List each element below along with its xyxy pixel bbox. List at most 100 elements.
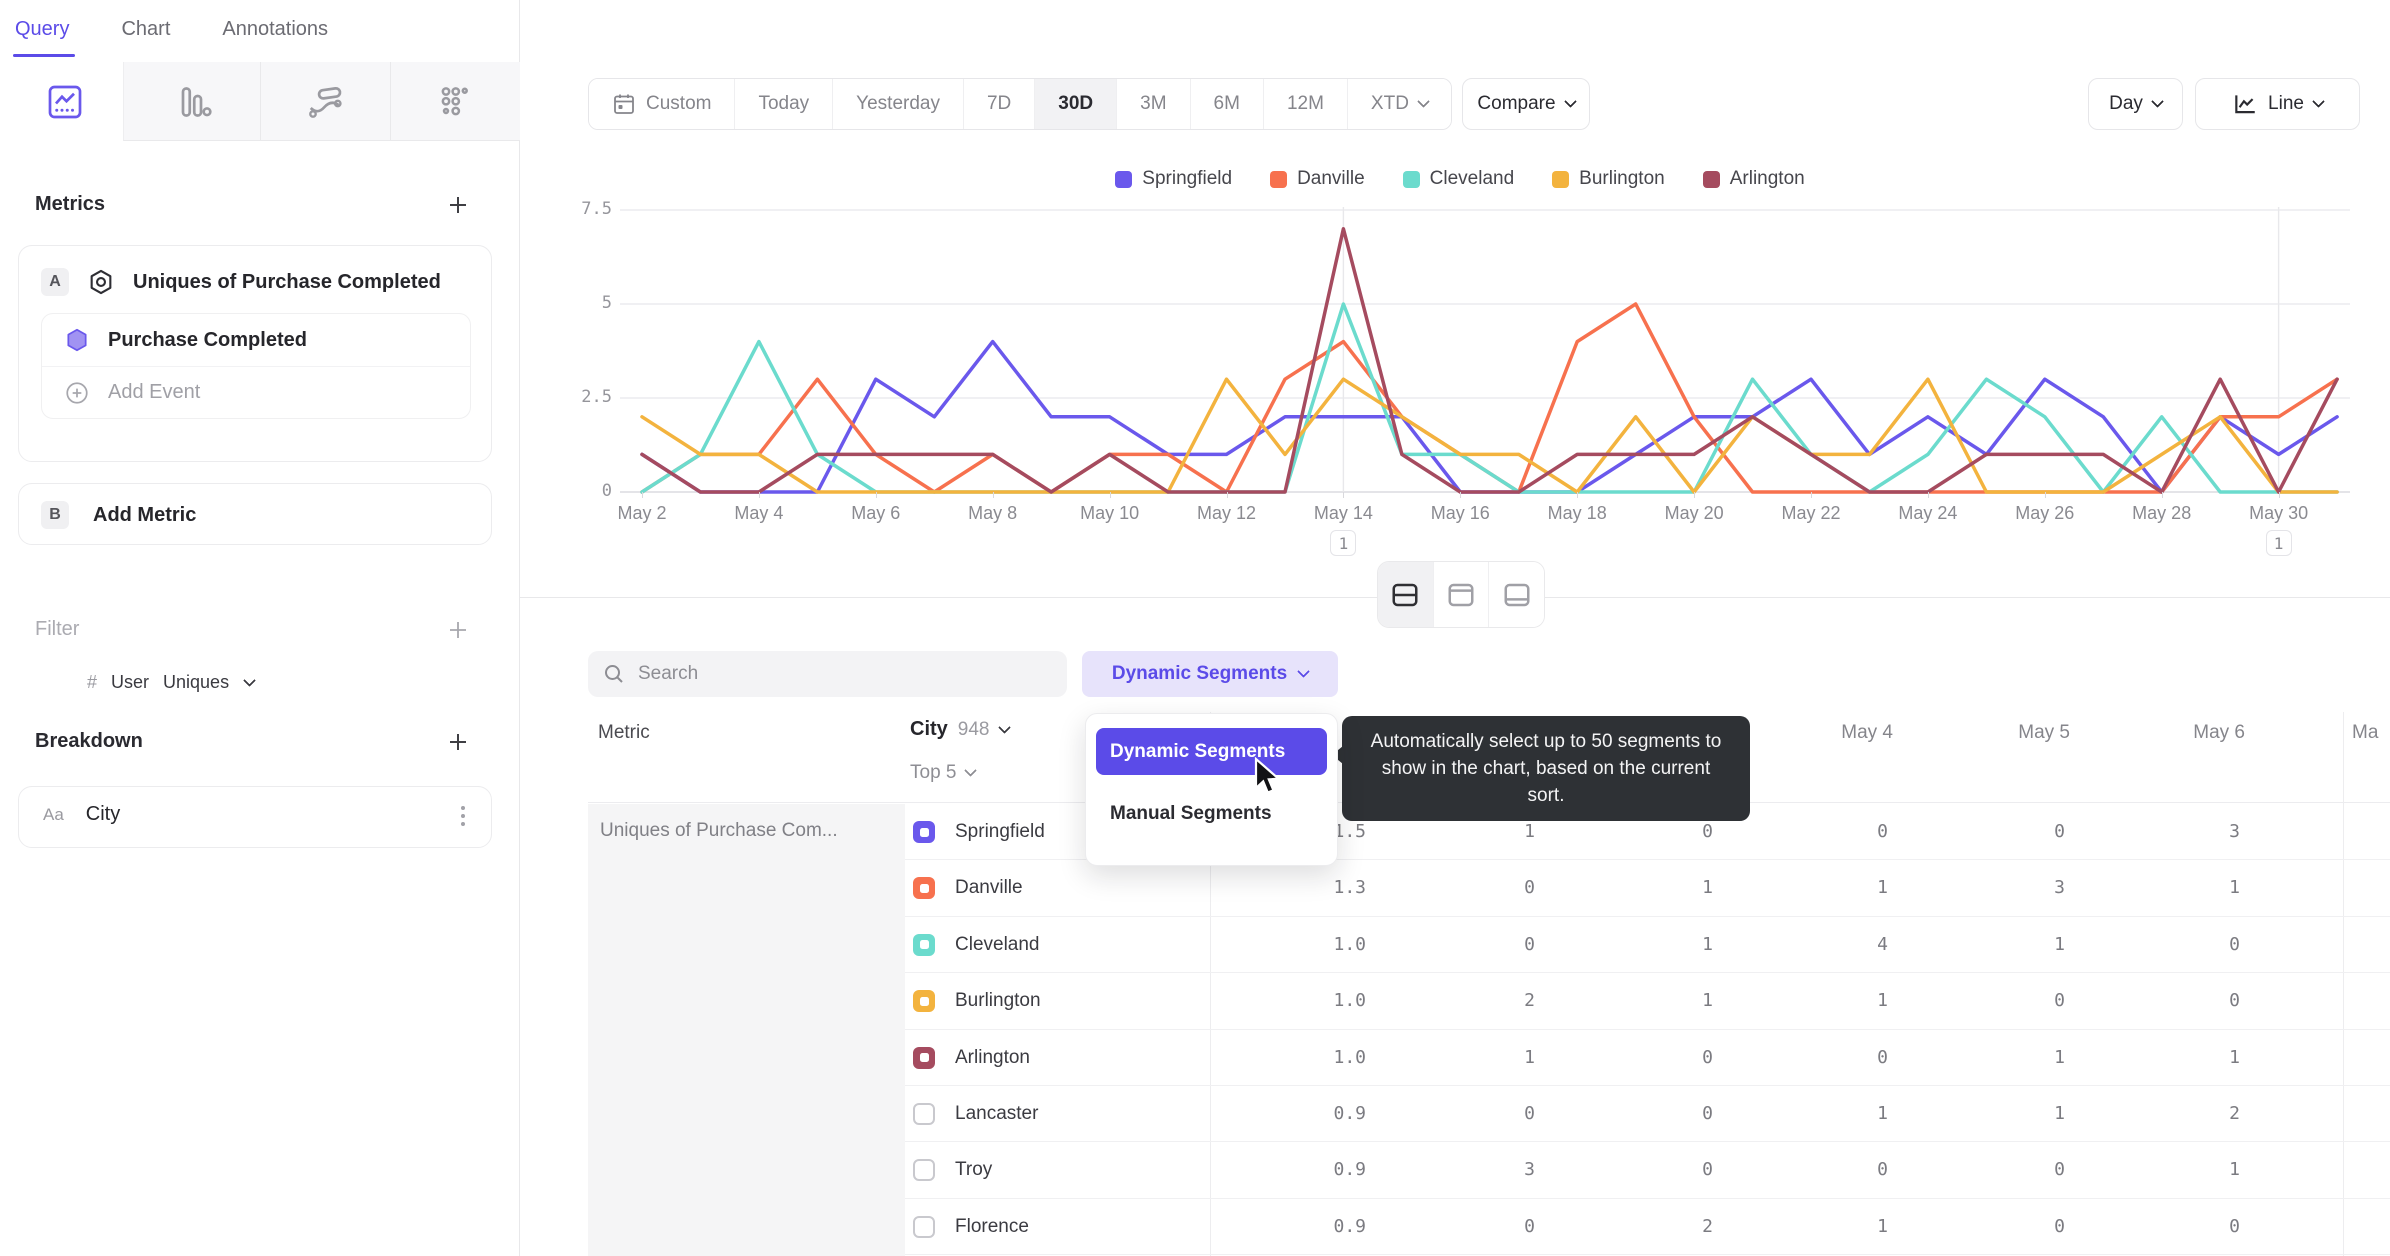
date-range-custom[interactable]: Custom <box>589 79 735 129</box>
chart-type-tab-stream-chart-icon[interactable] <box>307 84 343 120</box>
checkbox-dot <box>919 1053 929 1063</box>
segments-mode-label: Dynamic Segments <box>1111 663 1288 684</box>
segment-checkbox[interactable] <box>913 990 935 1013</box>
date-range-12m[interactable]: 12M <box>1262 79 1347 129</box>
segment-name: Florence <box>955 1215 1029 1237</box>
chevron-down-icon <box>243 673 256 687</box>
interval-button[interactable]: Day <box>2088 78 2183 130</box>
add-filter-plus-icon[interactable] <box>446 618 470 642</box>
legend-label: Burlington <box>1579 168 1665 189</box>
tab-query[interactable]: Query <box>15 18 70 40</box>
segment-checkbox[interactable] <box>913 1215 935 1238</box>
breakdown-title: Breakdown <box>35 730 143 752</box>
chevron-down-icon <box>2312 95 2325 108</box>
segment-value: 1 <box>1877 877 1888 899</box>
group-by-header[interactable]: City 948 <box>910 718 1011 741</box>
metric-a-card: A Uniques of Purchase Completed Purchase… <box>18 245 492 692</box>
segment-value: 2 <box>1524 990 1535 1012</box>
metric-a-name[interactable]: Uniques of Purchase Completed <box>133 270 441 293</box>
segment-checkbox[interactable] <box>913 1102 935 1125</box>
date-range-30d[interactable]: 30D <box>1034 79 1117 129</box>
segment-value: 1 <box>1524 1046 1535 1068</box>
kebab-menu-icon[interactable] <box>457 802 469 830</box>
search-input[interactable] <box>638 663 1053 685</box>
chart-type-tab-line-chart-icon[interactable] <box>47 84 83 120</box>
divider <box>1210 712 1211 1256</box>
menu-item-dynamic-segments[interactable]: Dynamic Segments <box>1096 728 1327 775</box>
table-row-florence: Florence 0.9 0 2 1 0 0 <box>905 1199 2390 1256</box>
annotation-badge[interactable]: 1 <box>1330 530 1357 556</box>
date-range-7d[interactable]: 7D <box>962 79 1035 129</box>
split-horizontal-icon <box>1392 583 1418 606</box>
legend-item-danville[interactable]: Danville <box>1270 168 1365 190</box>
checkbox-dot <box>919 940 929 950</box>
segment-average: 1.5 <box>1333 821 1366 842</box>
segment-average: 1.0 <box>1333 990 1366 1012</box>
tab-chart[interactable]: Chart <box>121 18 171 40</box>
line-chart: 0 2.5 5 7.5 May 2 May 4 May 6 May 8 May 10 May 12… <box>560 195 2360 575</box>
date-range-yesterday[interactable]: Yesterday <box>832 79 963 129</box>
event-row[interactable]: Purchase Completed <box>42 314 470 366</box>
segment-name: Danville <box>955 877 1023 899</box>
layout-toggle-panel-bottom-icon[interactable] <box>1488 562 1544 627</box>
segment-checkbox[interactable] <box>913 1046 935 1069</box>
measure-row[interactable]: # User Uniques <box>87 672 256 693</box>
date-range-label: XTD <box>1370 93 1409 114</box>
segment-value: 0 <box>2054 821 2065 842</box>
chart-type-tab-dots-grid-icon[interactable] <box>437 84 473 120</box>
segment-value: 1 <box>1702 877 1713 899</box>
group-name: City <box>910 718 948 740</box>
metric-row-label: Uniques of Purchase Com... <box>588 804 905 1256</box>
segment-value: 4 <box>1877 933 1888 955</box>
active-tab-underline <box>13 54 75 57</box>
breakdown-city-card[interactable]: Aa City <box>18 786 492 848</box>
date-range-label: 30D <box>1058 93 1094 114</box>
date-range-today[interactable]: Today <box>734 79 833 129</box>
compare-button[interactable]: Compare <box>1462 78 1590 130</box>
legend-item-burlington[interactable]: Burlington <box>1552 168 1665 190</box>
table-row-troy: Troy 0.9 3 0 0 0 1 <box>905 1142 2390 1199</box>
mouse-cursor <box>1250 756 1284 802</box>
metric-b-badge: B <box>41 501 69 529</box>
date-range-6m[interactable]: 6M <box>1189 79 1263 129</box>
segment-checkbox[interactable] <box>913 821 935 843</box>
segments-mode-button[interactable]: Dynamic Segments <box>1082 651 1338 697</box>
top-n-selector[interactable]: Top 5 <box>910 762 978 784</box>
metric-b-card[interactable]: B Add Metric <box>18 483 492 545</box>
add-breakdown-plus-icon[interactable] <box>446 730 470 754</box>
series-line-burlington <box>640 377 2339 494</box>
add-metric-label: Add Metric <box>93 503 197 526</box>
tab-annotations[interactable]: Annotations <box>222 18 329 40</box>
table-row-springfield: Springfield 1.5 1 0 0 0 3 <box>905 804 2390 861</box>
table-row-burlington: Burlington 1.0 2 1 1 0 0 <box>905 973 2390 1030</box>
segment-average: 0.9 <box>1333 1159 1366 1181</box>
hexagon-target-icon <box>87 268 115 296</box>
chart-style-button[interactable]: Line <box>2195 78 2360 130</box>
segment-average: 0.9 <box>1333 1102 1366 1124</box>
segment-checkbox[interactable] <box>913 933 935 956</box>
x-axis-label: May 2 <box>617 503 667 523</box>
menu-item-manual-segments[interactable]: Manual Segments <box>1110 803 1272 824</box>
segment-checkbox[interactable] <box>913 1159 935 1182</box>
segment-value: 0 <box>2229 990 2240 1012</box>
segments-mode-dropdown: Dynamic Segments Manual Segments <box>1085 713 1338 866</box>
series-line-arlington <box>640 227 2339 494</box>
date-range-xtd[interactable]: XTD <box>1346 79 1451 129</box>
legend-item-cleveland[interactable]: Cleveland <box>1402 168 1514 190</box>
layout-toggle-split-horizontal-icon[interactable] <box>1378 562 1433 627</box>
add-event-row[interactable]: Add Event <box>42 366 470 418</box>
panel-top-icon <box>1448 583 1474 606</box>
legend-item-arlington[interactable]: Arlington <box>1702 168 1805 190</box>
segment-value: 1 <box>1702 933 1713 955</box>
legend-item-springfield[interactable]: Springfield <box>1115 168 1232 190</box>
date-range-3m[interactable]: 3M <box>1116 79 1190 129</box>
annotation-badge[interactable]: 1 <box>2265 530 2292 556</box>
date-range-label: Custom <box>646 93 712 114</box>
metric-a-events: Purchase Completed Add Event <box>41 313 471 419</box>
segment-value: 0 <box>1877 821 1888 842</box>
segment-checkbox[interactable] <box>913 877 935 900</box>
chart-type-tab-bar-chart-icon[interactable] <box>177 84 213 120</box>
tooltip-text: Automatically select up to 50 segments t… <box>1370 731 1722 806</box>
layout-toggle-panel-top-icon[interactable] <box>1432 562 1489 627</box>
add-metric-plus-icon[interactable] <box>446 193 470 217</box>
